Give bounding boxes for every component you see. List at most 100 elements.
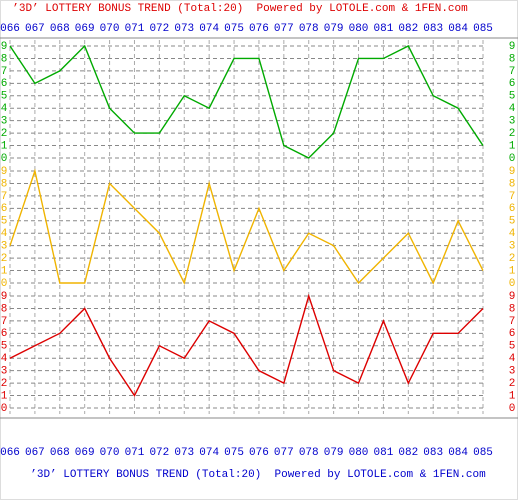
x-tick-label: 080 [349,23,369,35]
y-tick-label: 6 [509,203,516,215]
x-tick-label: 073 [174,23,194,35]
y-tick-label: 6 [1,78,8,90]
y-tick-label: 2 [509,253,516,265]
trend-line [9,168,484,286]
y-tick-label: 1 [1,390,8,402]
x-tick-label: 069 [75,23,95,35]
y-tick-label: 7 [1,66,8,78]
x-tick-label: 079 [324,23,344,35]
x-tick-label: 067 [25,447,45,459]
y-tick-label: 9 [1,291,8,303]
x-tick-label: 071 [125,23,145,35]
y-tick-label: 3 [1,366,8,378]
y-tick-label: 9 [1,41,8,53]
y-tick-label: 0 [1,153,8,165]
y-tick-label: 1 [509,390,516,402]
y-tick-label: 8 [509,303,516,315]
y-tick-label: 2 [1,128,8,140]
x-tick-label: 082 [398,23,418,35]
x-tick-label: 068 [50,23,70,35]
y-tick-label: 4 [1,103,8,115]
y-tick-label: 3 [509,366,516,378]
x-tick-label: 072 [149,23,169,35]
x-tick-label: 085 [473,23,493,35]
y-tick-label: 1 [1,265,8,277]
y-tick-label: 4 [509,353,516,365]
y-tick-label: 5 [1,91,8,103]
y-tick-label: 8 [1,303,8,315]
y-tick-label: 7 [1,191,8,203]
trend-line [9,293,484,397]
x-tick-label: 076 [249,447,269,459]
y-tick-label: 5 [509,216,516,228]
y-tick-label: 6 [1,328,8,340]
y-tick-label: 5 [509,341,516,353]
x-tick-label: 082 [398,447,418,459]
y-tick-label: 0 [509,403,516,415]
y-tick-label: 9 [509,291,516,303]
x-tick-label: 081 [374,23,394,35]
y-tick-label: 7 [1,316,8,328]
x-tick-label: 077 [274,447,294,459]
y-tick-label: 1 [1,140,8,152]
x-tick-label: 083 [423,447,443,459]
y-tick-label: 3 [1,116,8,128]
y-tick-label: 4 [1,353,8,365]
y-tick-label: 0 [1,278,8,290]
trend-line [9,44,484,159]
y-tick-label: 3 [1,241,8,253]
x-tick-label: 077 [274,23,294,35]
x-tick-label: 079 [324,447,344,459]
y-tick-label: 6 [509,78,516,90]
y-tick-label: 3 [509,241,516,253]
y-tick-label: 1 [509,140,516,152]
x-tick-label: 070 [100,447,120,459]
chart-title: ’3D’ LOTTERY BONUS TREND (Total:20) Powe… [12,3,468,15]
x-tick-label: 080 [349,447,369,459]
y-tick-label: 4 [509,103,516,115]
y-tick-label: 2 [1,253,8,265]
x-tick-label: 083 [423,23,443,35]
y-tick-label: 7 [509,66,516,78]
y-tick-label: 6 [509,328,516,340]
y-tick-label: 8 [509,53,516,65]
y-tick-label: 2 [1,378,8,390]
x-tick-label: 076 [249,23,269,35]
x-tick-label: 071 [125,447,145,459]
x-tick-label: 070 [100,23,120,35]
y-tick-label: 5 [509,91,516,103]
y-tick-label: 5 [1,341,8,353]
y-tick-label: 8 [1,53,8,65]
x-tick-label: 074 [199,447,219,459]
x-tick-label: 084 [448,447,468,459]
y-tick-label: 2 [509,128,516,140]
y-tick-label: 8 [509,178,516,190]
y-tick-label: 0 [509,278,516,290]
y-tick-label: 7 [509,316,516,328]
x-tick-label: 073 [174,447,194,459]
x-tick-label: 078 [299,23,319,35]
x-tick-label: 072 [149,447,169,459]
x-tick-label: 078 [299,447,319,459]
x-tick-label: 066 [0,447,20,459]
x-tick-label: 074 [199,23,219,35]
y-tick-label: 0 [1,403,8,415]
x-tick-label: 075 [224,23,244,35]
y-tick-label: 9 [1,166,8,178]
y-tick-label: 1 [509,265,516,277]
x-tick-label: 081 [374,447,394,459]
x-tick-label: 085 [473,447,493,459]
x-tick-label: 068 [50,447,70,459]
y-tick-label: 9 [509,41,516,53]
y-tick-label: 9 [509,166,516,178]
chart-footer: ’3D’ LOTTERY BONUS TREND (Total:20) Powe… [30,469,486,481]
y-tick-label: 5 [1,216,8,228]
y-tick-label: 2 [509,378,516,390]
y-tick-label: 0 [509,153,516,165]
x-tick-label: 066 [0,23,20,35]
x-tick-label: 067 [25,23,45,35]
x-tick-label: 075 [224,447,244,459]
y-tick-label: 8 [1,178,8,190]
